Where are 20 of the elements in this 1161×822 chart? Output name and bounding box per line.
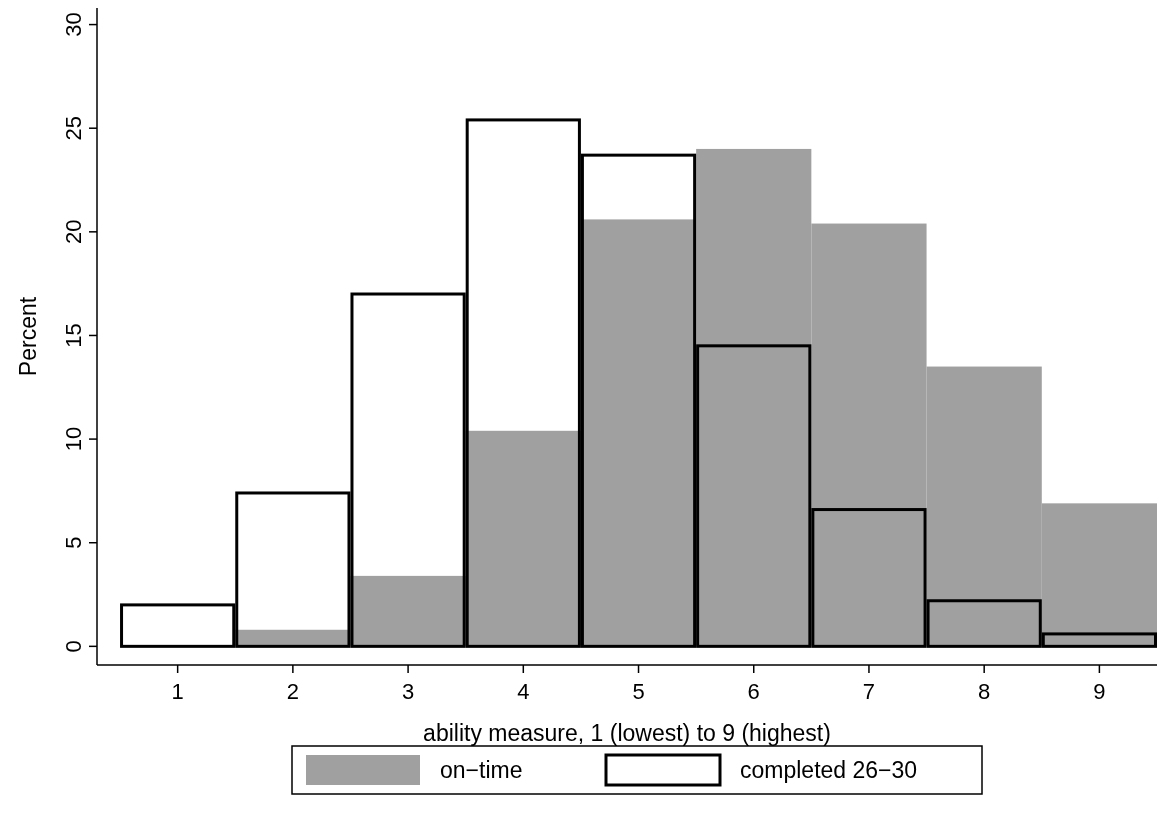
x-tick-label: 1 [171,679,184,704]
x-tick-label: 6 [747,679,760,704]
legend-label: completed 26−30 [740,757,918,783]
y-tick-label: 25 [61,115,86,141]
y-tick-label: 10 [61,426,86,452]
x-tick-label: 3 [401,679,415,704]
x-tick-label: 5 [632,679,645,704]
x-tick-label: 4 [517,679,530,704]
y-tick-label: 15 [61,323,86,348]
x-axis-title: ability measure, 1 (lowest) to 9 (highest) [423,720,831,746]
y-tick-label: 30 [61,12,86,37]
x-tick-label: 7 [862,679,876,704]
legend-label: on−time [440,757,523,783]
x-tick-label: 2 [286,679,299,704]
y-tick-label: 20 [61,219,86,245]
x-tick-label: 8 [978,679,991,704]
x-tick-label: 9 [1093,679,1106,704]
y-axis-title: Percent [15,296,41,377]
y-tick-label: 0 [61,640,86,653]
y-tick-label: 5 [61,536,86,549]
